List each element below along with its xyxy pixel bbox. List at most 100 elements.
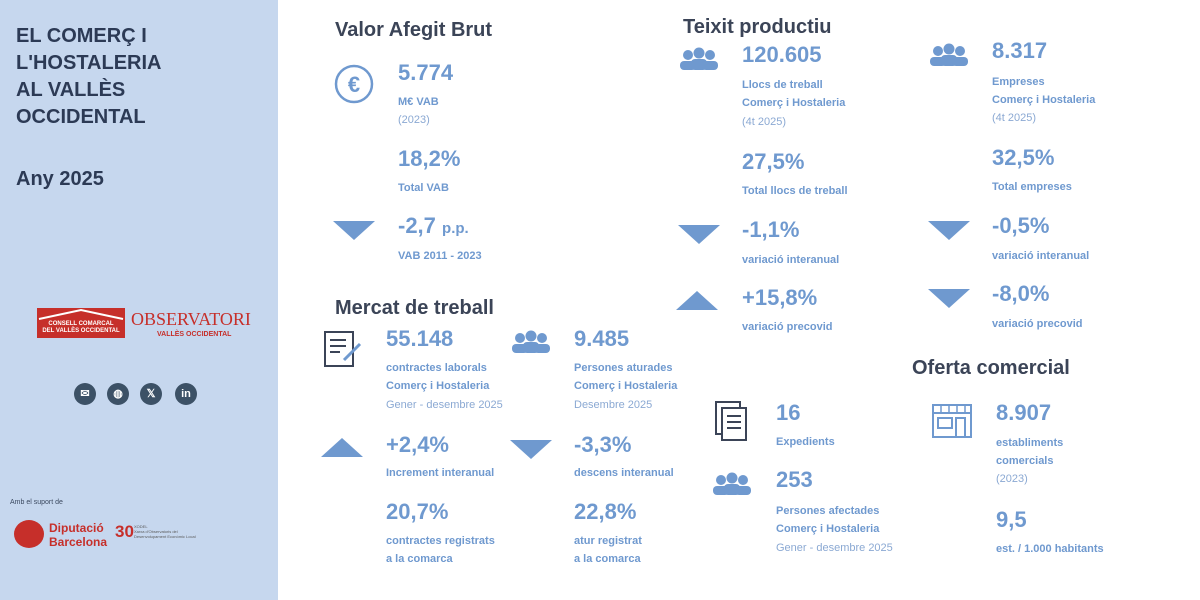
- people-icon: [512, 330, 550, 353]
- affected-people-value: 253: [776, 467, 813, 492]
- vab-change: -2,7 p.p.: [398, 213, 469, 238]
- contracts-share: 20,7%: [386, 499, 449, 524]
- firms-yoy: -0,5%: [992, 213, 1050, 238]
- page-title: EL COMERÇ I L'HOSTALERIA AL VALLÈS OCCID…: [16, 23, 162, 131]
- unemployed-share: 22,8%: [574, 499, 637, 524]
- firms-share: 32,5%: [992, 145, 1055, 170]
- diputacio-emblem-icon: [14, 520, 44, 548]
- contract-document-icon: [324, 331, 362, 367]
- title-line: L'HOSTALERIA: [16, 52, 162, 74]
- title-line: OCCIDENTAL: [16, 106, 146, 128]
- firms-label2: Comerç i Hostaleria: [992, 94, 1096, 106]
- firms-share-label: Total empreses: [992, 181, 1072, 193]
- firms-label1: Empreses: [992, 76, 1045, 88]
- shop-icon: [932, 404, 972, 438]
- vab-sub: (2023): [398, 114, 430, 126]
- people-icon: [930, 43, 968, 66]
- email-icon[interactable]: ✉: [74, 383, 96, 405]
- svg-text:€: €: [348, 72, 360, 97]
- mercat-heading: Mercat de treball: [335, 297, 494, 319]
- title-line: AL VALLÈS: [16, 79, 126, 101]
- density-label: est. / 1.000 habitants: [996, 543, 1104, 555]
- year-label: Any 2025: [16, 168, 104, 190]
- contracts-sub: Gener - desembre 2025: [386, 399, 503, 411]
- xodel-number: 30: [115, 522, 134, 541]
- observatori-sub: VALLÈS OCCIDENTAL: [157, 331, 232, 338]
- diputacio-logo: Diputació Barcelona: [49, 521, 107, 549]
- people-icon: [713, 472, 751, 495]
- diputacio-line2: Barcelona: [49, 535, 108, 549]
- jobs-share: 27,5%: [742, 149, 805, 174]
- title-line: EL COMERÇ I: [16, 25, 147, 47]
- unemployed-change-label: descens interanual: [574, 467, 674, 479]
- jobs-precovid: +15,8%: [742, 285, 818, 310]
- xodel-line2: Xarxa d'Observatoris del: [134, 529, 178, 534]
- vab-share-label: Total VAB: [398, 182, 449, 194]
- up-arrow-icon: [321, 438, 363, 457]
- expedients-value: 16: [776, 400, 801, 425]
- contracts-label1: contractes laborals: [386, 362, 487, 374]
- vab-label: M€ VAB: [398, 96, 439, 108]
- diputacio-line1: Diputació: [49, 521, 104, 535]
- shops-value: 8.907: [996, 400, 1052, 425]
- contracts-value: 55.148: [386, 326, 454, 351]
- jobs-yoy-label: variació interanual: [742, 254, 840, 266]
- contracts-share-label2: a la comarca: [386, 553, 453, 565]
- unemployed-share-label1: atur registrat: [574, 535, 642, 547]
- density-value: 9,5: [996, 507, 1027, 532]
- contracts-label2: Comerç i Hostaleria: [386, 380, 490, 392]
- teixit-heading: Teixit productiu: [683, 16, 832, 38]
- web-icon[interactable]: ◍: [107, 383, 129, 405]
- firms-yoy-label: variació interanual: [992, 250, 1090, 262]
- unemployed-change: -3,3%: [574, 432, 632, 457]
- shops-label2: comercials: [996, 455, 1054, 467]
- unemployed-value: 9.485: [574, 326, 630, 351]
- unemployed-share-label2: a la comarca: [574, 553, 641, 565]
- unemployed-sub: Desembre 2025: [574, 399, 653, 411]
- affected-people-sub: Gener - desembre 2025: [776, 542, 893, 554]
- main-panel: Valor Afegit Brut € 5.774 M€ VAB (2023) …: [278, 0, 1200, 600]
- down-arrow-icon: [928, 289, 970, 308]
- vab-value: 5.774: [398, 60, 454, 85]
- support-label: Amb el suport de: [10, 499, 63, 506]
- linkedin-icon[interactable]: in: [175, 383, 197, 405]
- down-arrow-icon: [678, 225, 720, 244]
- firms-precovid-label: variació precovid: [992, 318, 1083, 330]
- documents-icon: [715, 401, 747, 441]
- down-arrow-icon: [928, 221, 970, 240]
- contracts-change: +2,4%: [386, 432, 449, 457]
- expedients-label: Expedients: [776, 436, 835, 448]
- roof-icon: [38, 308, 124, 320]
- jobs-label1: Llocs de treball: [742, 79, 823, 91]
- contracts-change-label: Increment interanual: [386, 467, 495, 479]
- vab-change-label: VAB 2011 - 2023: [398, 250, 482, 262]
- firms-sub: (4t 2025): [992, 112, 1037, 124]
- jobs-sub: (4t 2025): [742, 116, 787, 128]
- sidebar: EL COMERÇ I L'HOSTALERIA AL VALLÈS OCCID…: [0, 0, 278, 600]
- xodel-line1: XODEL: [134, 524, 148, 529]
- affected-people-label2: Comerç i Hostaleria: [776, 523, 880, 535]
- x-icon[interactable]: 𝕏: [140, 383, 162, 405]
- xodel-line3: Desenvolupament Econòmic Local: [134, 534, 196, 539]
- jobs-label2: Comerç i Hostaleria: [742, 97, 846, 109]
- jobs-yoy: -1,1%: [742, 217, 800, 242]
- euro-icon: €: [334, 64, 374, 104]
- jobs-value: 120.605: [742, 42, 822, 67]
- vab-heading: Valor Afegit Brut: [335, 19, 493, 41]
- unemployed-label1: Persones aturades: [574, 362, 673, 374]
- jobs-share-label: Total llocs de treball: [742, 185, 848, 197]
- down-arrow-icon: [510, 440, 552, 459]
- up-arrow-icon: [676, 291, 718, 310]
- shops-sub: (2023): [996, 473, 1028, 485]
- vab-share-value: 18,2%: [398, 146, 461, 171]
- affected-people-label1: Persones afectades: [776, 505, 880, 517]
- oferta-heading: Oferta comercial: [912, 357, 1070, 379]
- firms-value: 8.317: [992, 38, 1048, 63]
- consell-comarcal-logo: CONSELL COMARCAL DEL VALLÈS OCCIDENTAL: [37, 308, 125, 338]
- firms-precovid: -8,0%: [992, 281, 1050, 306]
- jobs-precovid-label: variació precovid: [742, 321, 833, 333]
- shops-label1: establiments: [996, 437, 1064, 449]
- people-icon: [680, 47, 718, 70]
- consell-line1: CONSELL COMARCAL: [48, 321, 114, 327]
- consell-line2: DEL VALLÈS OCCIDENTAL: [42, 328, 120, 334]
